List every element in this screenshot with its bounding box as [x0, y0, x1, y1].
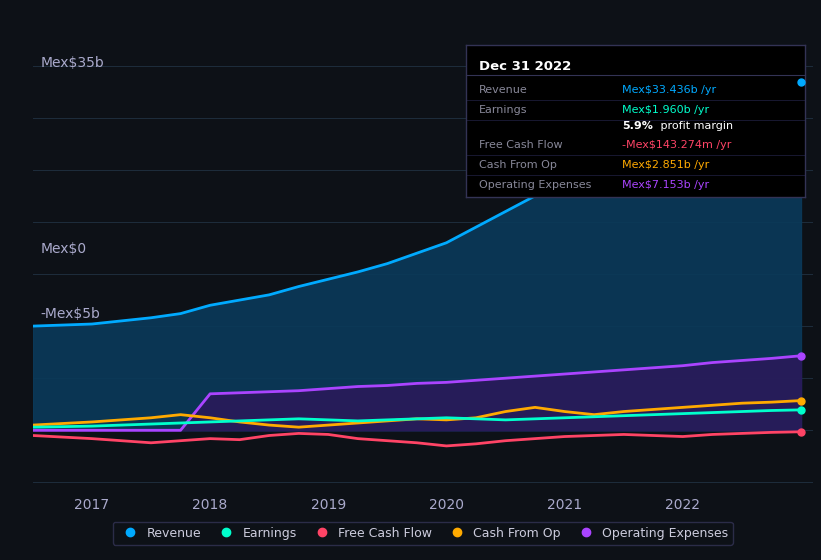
Legend: Revenue, Earnings, Free Cash Flow, Cash From Op, Operating Expenses: Revenue, Earnings, Free Cash Flow, Cash …	[112, 522, 733, 545]
Text: Mex$35b: Mex$35b	[41, 56, 104, 70]
Text: Mex$0: Mex$0	[41, 241, 87, 255]
Text: -Mex$5b: -Mex$5b	[41, 306, 100, 320]
